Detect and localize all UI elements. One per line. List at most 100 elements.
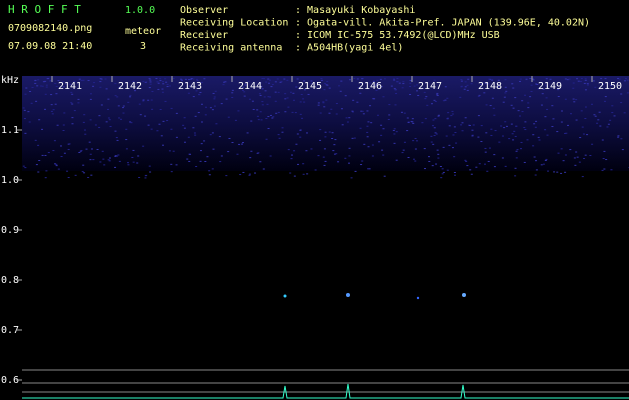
noise-dot [504, 165, 507, 167]
noise-dot [27, 111, 30, 113]
noise-dot [488, 78, 491, 80]
noise-dot [491, 97, 494, 99]
noise-dot [493, 154, 496, 156]
noise-dot [296, 133, 299, 135]
noise-dot [409, 86, 412, 88]
noise-dot [407, 121, 410, 123]
noise-dot [144, 175, 147, 177]
noise-dot [78, 152, 81, 154]
noise-dot [422, 87, 425, 89]
noise-dot [464, 159, 467, 161]
noise-dot [303, 80, 306, 82]
noise-dot [586, 134, 589, 136]
noise-dot [564, 154, 567, 156]
noise-dot [261, 88, 264, 90]
noise-dot [125, 139, 128, 141]
noise-dot [166, 86, 169, 88]
noise-dot [200, 81, 203, 83]
noise-dot [175, 136, 178, 138]
noise-dot [189, 78, 192, 80]
noise-dot [348, 155, 351, 157]
noise-dot [486, 170, 489, 172]
noise-dot [517, 110, 520, 112]
noise-dot [497, 79, 500, 81]
noise-dot [501, 135, 504, 137]
noise-dot [390, 85, 393, 87]
noise-dot [430, 141, 433, 143]
noise-band [22, 76, 629, 171]
noise-dot [218, 136, 221, 138]
noise-dot [63, 152, 66, 154]
noise-dot [597, 119, 600, 121]
noise-dot [455, 142, 458, 144]
noise-dot [409, 93, 412, 95]
noise-dot [150, 128, 153, 130]
noise-dot [529, 78, 532, 80]
noise-dot [215, 123, 218, 125]
noise-dot [338, 85, 341, 87]
noise-dot [144, 81, 147, 83]
noise-dot [262, 168, 265, 170]
noise-dot [620, 138, 623, 140]
noise-dot [448, 144, 451, 146]
noise-dot [71, 103, 74, 105]
noise-dot [580, 78, 583, 80]
noise-dot [510, 104, 513, 106]
noise-dot [269, 114, 272, 116]
noise-dot [168, 150, 171, 152]
noise-dot [360, 110, 363, 112]
noise-dot [85, 148, 88, 150]
noise-dot [172, 78, 175, 80]
noise-dot [451, 147, 454, 149]
noise-dot [82, 164, 85, 166]
noise-dot [439, 165, 442, 167]
noise-dot [605, 159, 608, 161]
noise-dot [317, 102, 320, 104]
x-tick-label: 2145 [298, 81, 322, 92]
noise-dot [374, 84, 377, 86]
noise-dot [532, 78, 535, 80]
noise-dot [23, 109, 26, 111]
noise-dot [494, 130, 497, 132]
noise-dot [292, 92, 295, 94]
noise-dot [243, 95, 246, 97]
x-tick-label: 2141 [58, 81, 82, 92]
noise-dot [538, 139, 541, 141]
noise-dot [519, 80, 522, 82]
noise-dot [260, 119, 263, 121]
noise-dot [547, 170, 550, 172]
noise-dot [480, 141, 483, 143]
noise-dot [513, 130, 516, 132]
noise-dot [147, 99, 150, 101]
noise-dot [394, 89, 397, 91]
noise-dot [618, 78, 621, 80]
noise-dot [524, 129, 527, 131]
noise-dot [380, 124, 383, 126]
noise-dot [168, 85, 171, 87]
noise-dot [105, 121, 108, 123]
noise-dot [96, 149, 99, 151]
noise-dot [593, 114, 596, 116]
noise-dot [466, 84, 469, 86]
noise-dot [434, 100, 437, 102]
noise-dot [73, 80, 76, 82]
noise-dot [125, 128, 128, 130]
noise-dot [204, 161, 207, 163]
noise-dot [419, 88, 422, 90]
noise-dot [453, 174, 456, 176]
noise-dot [601, 139, 604, 141]
noise-dot [379, 78, 382, 80]
noise-dot [73, 110, 76, 112]
noise-dot [572, 87, 575, 89]
noise-dot [188, 160, 191, 162]
noise-dot [393, 142, 396, 144]
noise-dot [580, 110, 583, 112]
noise-dot [323, 106, 326, 108]
noise-dot [269, 155, 272, 157]
noise-dot [617, 135, 620, 137]
noise-dot [292, 99, 295, 101]
noise-dot [428, 160, 431, 162]
noise-dot [183, 141, 186, 143]
noise-dot [337, 161, 340, 163]
noise-dot [324, 136, 327, 138]
